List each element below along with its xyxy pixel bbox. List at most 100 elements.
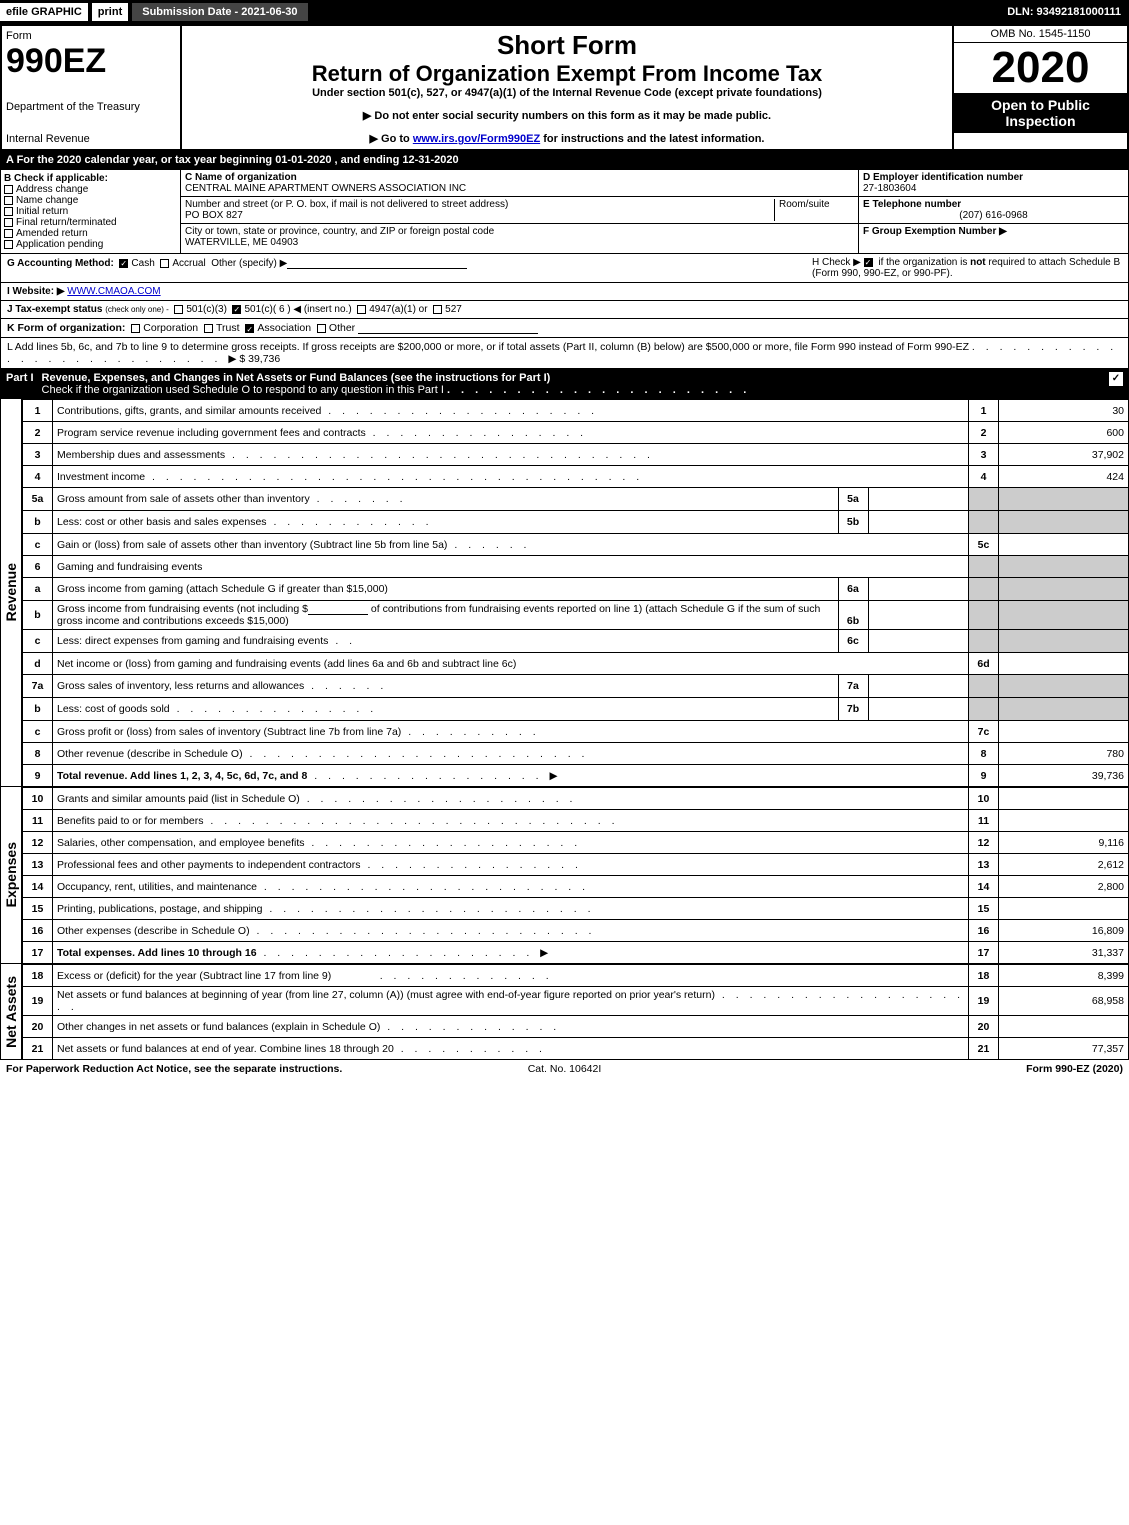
n6d: d <box>23 653 53 675</box>
irs-link[interactable]: www.irs.gov/Form990EZ <box>413 133 540 145</box>
n6c: c <box>23 630 53 653</box>
dept-irs: Internal Revenue <box>6 133 176 145</box>
chk-h[interactable] <box>864 258 873 267</box>
line-4: 4Investment income . . . . . . . . . . .… <box>23 466 1129 488</box>
chk-association[interactable] <box>245 324 254 333</box>
chk-501c3[interactable] <box>174 305 183 314</box>
chk-schedule-o[interactable]: ✓ <box>1109 372 1123 386</box>
v7c <box>999 721 1129 743</box>
print-button[interactable]: print <box>92 3 128 21</box>
lbl-initial-return: Initial return <box>16 206 68 217</box>
t13: Professional fees and other payments to … <box>53 854 969 876</box>
t4: Investment income . . . . . . . . . . . … <box>53 466 969 488</box>
lbl-name-change: Name change <box>16 195 78 206</box>
note-ssn: ▶ Do not enter social security numbers o… <box>186 109 948 122</box>
n7a: 7a <box>23 675 53 698</box>
chk-527[interactable] <box>433 305 442 314</box>
omb-number: OMB No. 1545-1150 <box>954 26 1127 43</box>
addr-label: Number and street (or P. O. box, if mail… <box>185 199 508 210</box>
e-label: E Telephone number <box>863 199 961 210</box>
line-7a: 7a Gross sales of inventory, less return… <box>23 675 1129 698</box>
f-label: F Group Exemption Number ▶ <box>863 226 1007 237</box>
subtitle: Under section 501(c), 527, or 4947(a)(1)… <box>186 87 948 99</box>
t10: Grants and similar amounts paid (list in… <box>53 788 969 810</box>
header-left: Form 990EZ Department of the Treasury In… <box>2 26 182 149</box>
v6-shaded <box>999 556 1129 578</box>
n16: 16 <box>23 920 53 942</box>
chk-trust[interactable] <box>204 324 213 333</box>
sn1: 1 <box>969 400 999 422</box>
note-goto: ▶ Go to www.irs.gov/Form990EZ for instru… <box>186 132 948 145</box>
chk-name-change[interactable] <box>4 196 13 205</box>
v19: 68,958 <box>999 987 1129 1016</box>
h-text3: required to attach Schedule B <box>986 257 1121 268</box>
n7c: c <box>23 721 53 743</box>
website-link[interactable]: WWW.CMAOA.COM <box>67 286 160 297</box>
row-g-h: G Accounting Method: Cash Accrual Other … <box>1 254 1128 283</box>
t9: Total revenue. Add lines 1, 2, 3, 4, 5c,… <box>53 765 969 787</box>
l-text: L Add lines 5b, 6c, and 7b to line 9 to … <box>7 341 969 353</box>
footer-right: Form 990-EZ (2020) <box>751 1063 1123 1075</box>
line-6d: dNet income or (loss) from gaming and fu… <box>23 653 1129 675</box>
line-5b: b Less: cost or other basis and sales ex… <box>23 511 1129 534</box>
chk-cash[interactable] <box>119 259 128 268</box>
il5a: 5a <box>838 488 868 510</box>
v14: 2,800 <box>999 876 1129 898</box>
chk-application-pending[interactable] <box>4 240 13 249</box>
part1-title: Revenue, Expenses, and Changes in Net As… <box>42 372 551 384</box>
title-shortform: Short Form <box>186 30 948 61</box>
city-label: City or town, state or province, country… <box>185 226 494 237</box>
line-13: 13Professional fees and other payments t… <box>23 854 1129 876</box>
chk-address-change[interactable] <box>4 185 13 194</box>
t7b: Less: cost of goods sold . . . . . . . .… <box>53 698 838 720</box>
ein-val: 27-1803604 <box>863 183 916 194</box>
lbl-other-org: Other <box>329 322 355 334</box>
dln-label: DLN: 93492181000111 <box>999 3 1129 21</box>
n12: 12 <box>23 832 53 854</box>
top-bar: efile GRAPHIC print Submission Date - 20… <box>0 0 1129 24</box>
v6a-shaded <box>999 578 1129 601</box>
chk-corporation[interactable] <box>131 324 140 333</box>
chk-initial-return[interactable] <box>4 207 13 216</box>
n2: 2 <box>23 422 53 444</box>
iv5b <box>868 511 968 533</box>
chk-accrual[interactable] <box>160 259 169 268</box>
chk-other-org[interactable] <box>317 324 326 333</box>
v4: 424 <box>999 466 1129 488</box>
t21: Net assets or fund balances at end of ye… <box>53 1038 969 1060</box>
lbl-address-change: Address change <box>16 184 88 195</box>
other-blank[interactable] <box>287 257 467 269</box>
g-label: G Accounting Method: <box>7 258 114 269</box>
v5c <box>999 534 1129 556</box>
sn7b-shaded <box>969 698 999 721</box>
chk-4947[interactable] <box>357 305 366 314</box>
table-revenue: 1Contributions, gifts, grants, and simil… <box>22 399 1129 787</box>
chk-501c[interactable] <box>232 305 241 314</box>
footer: For Paperwork Reduction Act Notice, see … <box>0 1060 1129 1078</box>
row-l: L Add lines 5b, 6c, and 7b to line 9 to … <box>0 338 1129 369</box>
t12: Salaries, other compensation, and employ… <box>53 832 969 854</box>
line-17: 17Total expenses. Add lines 10 through 1… <box>23 942 1129 964</box>
rows-g-to-j: G Accounting Method: Cash Accrual Other … <box>0 254 1129 319</box>
room-label: Room/suite <box>779 199 830 210</box>
v17: 31,337 <box>999 942 1129 964</box>
lbl-other: Other (specify) ▶ <box>211 258 287 269</box>
line-6a: a Gross income from gaming (attach Sched… <box>23 578 1129 601</box>
t14: Occupancy, rent, utilities, and maintena… <box>53 876 969 898</box>
section-b: B Check if applicable: Address change Na… <box>0 169 1129 254</box>
goto-pre: ▶ Go to <box>370 133 413 145</box>
col-c: C Name of organization CENTRAL MAINE APA… <box>181 170 858 253</box>
v3: 37,902 <box>999 444 1129 466</box>
v20 <box>999 1016 1129 1038</box>
line-7c: cGross profit or (loss) from sales of in… <box>23 721 1129 743</box>
sn6b-shaded <box>969 601 999 630</box>
v11 <box>999 810 1129 832</box>
chk-final-return[interactable] <box>4 218 13 227</box>
b-label: B Check if applicable: <box>4 173 108 184</box>
dept-treasury: Department of the Treasury <box>6 101 176 113</box>
chk-amended-return[interactable] <box>4 229 13 238</box>
v21: 77,357 <box>999 1038 1129 1060</box>
sn6c-shaded <box>969 630 999 653</box>
v8: 780 <box>999 743 1129 765</box>
other-org-blank[interactable] <box>358 322 538 334</box>
